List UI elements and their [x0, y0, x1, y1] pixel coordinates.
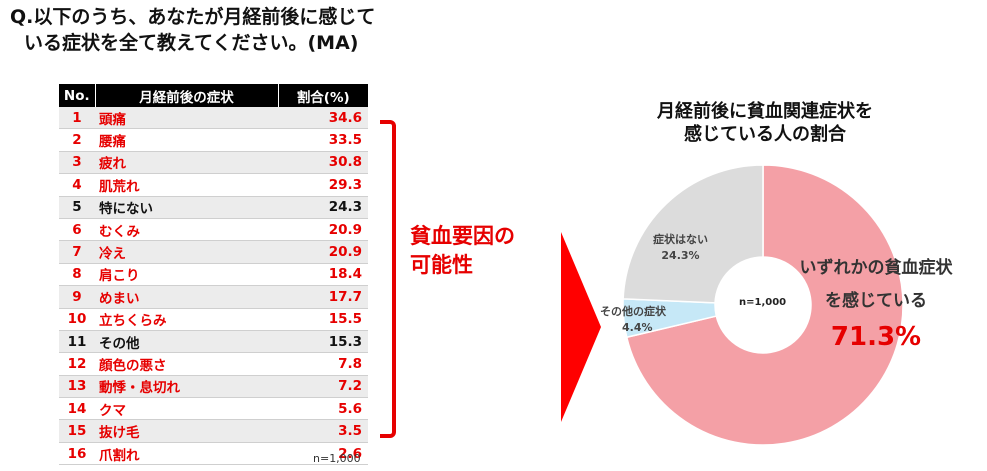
row-percent: 33.5 [278, 128, 368, 152]
table-row: 6 むくみ 20.9 [59, 218, 368, 242]
chart-title: 月経前後に貧血関連症状を 感じている人の割合 [600, 100, 930, 146]
row-number: 6 [59, 218, 95, 242]
slice-label-no-symptoms: 症状はない 24.3% [653, 232, 708, 264]
header-no: No. [59, 84, 96, 107]
bracket-label-line-1: 貧血要因の [410, 224, 515, 248]
row-symptom: めまい [95, 285, 278, 309]
row-percent: 5.6 [278, 397, 368, 421]
row-percent: 15.3 [278, 330, 368, 354]
row-number: 16 [59, 442, 95, 466]
row-symptom: 疲れ [95, 151, 278, 175]
row-symptom: 立ちくらみ [95, 308, 278, 331]
donut-slice-anemia [625, 164, 904, 446]
table-header-row: No. 月経前後の症状 割合(%) [59, 84, 368, 107]
table-row: 7 冷え 20.9 [59, 240, 368, 264]
table-row: 10 立ちくらみ 15.5 [59, 308, 368, 331]
question-text: Q.以下のうち、あなたが月経前後に感じて いる症状を全て教えてください。(MA) [10, 4, 450, 56]
slice-label-other-symptoms: その他の症状 4.4% [600, 304, 666, 336]
table-row: 1 頭痛 34.6 [59, 107, 368, 130]
row-number: 2 [59, 128, 95, 152]
row-symptom: 腰痛 [95, 128, 278, 152]
table-row: 4 肌荒れ 29.3 [59, 173, 368, 197]
row-symptom: 特にない [95, 196, 278, 219]
row-number: 13 [59, 375, 95, 399]
row-number: 10 [59, 308, 95, 331]
symptoms-table: No. 月経前後の症状 割合(%) 1 頭痛 34.6 2 腰痛 33.5 3 疲れ 30.8 4… [59, 84, 368, 466]
donut-slice-no-symptoms [622, 164, 764, 304]
slice-label-other-value: 4.4% [622, 321, 653, 334]
row-percent: 30.8 [278, 151, 368, 175]
slice-label-no-symptoms-value: 24.3% [661, 249, 700, 262]
chart-title-line-1: 月経前後に貧血関連症状を [657, 101, 873, 122]
row-number: 5 [59, 196, 95, 219]
header-symptom: 月経前後の症状 [95, 84, 279, 107]
row-number: 11 [59, 330, 95, 354]
table-row: 12 顔色の悪さ 7.8 [59, 352, 368, 376]
row-number: 12 [59, 352, 95, 376]
row-percent: 7.8 [278, 352, 368, 376]
row-percent: 3.5 [278, 419, 368, 443]
row-number: 7 [59, 240, 95, 264]
bracket-label: 貧血要因の 可能性 [410, 222, 515, 280]
row-symptom: 肩こり [95, 263, 278, 287]
donut-chart [622, 164, 904, 446]
question-line-1: Q.以下のうち、あなたが月経前後に感じて [10, 6, 376, 28]
row-percent: 34.6 [278, 107, 368, 130]
chart-title-line-2: 感じている人の割合 [684, 124, 846, 145]
row-number: 3 [59, 151, 95, 175]
row-percent: 15.5 [278, 308, 368, 331]
table-row: 11 その他 15.3 [59, 330, 368, 354]
row-percent: 7.2 [278, 375, 368, 399]
slice-label-anemia: いずれかの貧血症状 を感じている 71.3% [796, 252, 956, 356]
row-number: 1 [59, 107, 95, 130]
table-row: 16 爪割れ 2.6 [59, 442, 368, 466]
slice-label-no-symptoms-name: 症状はない [653, 233, 708, 246]
row-symptom: むくみ [95, 218, 278, 242]
row-percent: 2.6 [278, 442, 368, 466]
bracket-label-line-2: 可能性 [410, 253, 473, 277]
row-symptom: 動悸・息切れ [95, 375, 278, 399]
arrow-right-icon [561, 232, 601, 422]
slice-label-other-name: その他の症状 [600, 305, 666, 318]
row-percent: 29.3 [278, 173, 368, 197]
table-row: 5 特にない 24.3 [59, 196, 368, 219]
table-sample-size: n=1,000 [313, 452, 361, 465]
slice-label-anemia-line-1: いずれかの貧血症状 [799, 258, 953, 278]
header-percent: 割合(%) [278, 84, 368, 107]
row-percent: 20.9 [278, 240, 368, 264]
row-symptom: 肌荒れ [95, 173, 278, 197]
donut-center-text: n=1,000 [739, 297, 787, 308]
row-percent: 24.3 [278, 196, 368, 219]
row-percent: 18.4 [278, 263, 368, 287]
anemia-bracket [380, 120, 396, 438]
row-symptom: クマ [95, 397, 278, 421]
row-symptom: その他 [95, 330, 278, 354]
row-number: 14 [59, 397, 95, 421]
row-symptom: 爪割れ [95, 442, 278, 466]
row-symptom: 冷え [95, 240, 278, 264]
table-row: 15 抜け毛 3.5 [59, 419, 368, 443]
question-line-2: いる症状を全て教えてください。(MA) [24, 32, 359, 54]
row-number: 4 [59, 173, 95, 197]
table-row: 8 肩こり 18.4 [59, 263, 368, 287]
row-symptom: 頭痛 [95, 107, 278, 130]
table-body: 1 頭痛 34.6 2 腰痛 33.5 3 疲れ 30.8 4 肌荒れ 29.3 5 特にない 24.3 6 む… [59, 107, 368, 466]
row-symptom: 抜け毛 [95, 419, 278, 443]
row-number: 8 [59, 263, 95, 287]
row-percent: 17.7 [278, 285, 368, 309]
slice-label-anemia-line-2: を感じている [825, 291, 927, 311]
table-row: 3 疲れ 30.8 [59, 151, 368, 175]
row-symptom: 顔色の悪さ [95, 352, 278, 376]
table-row: 2 腰痛 33.5 [59, 128, 368, 152]
table-row: 14 クマ 5.6 [59, 397, 368, 421]
row-percent: 20.9 [278, 218, 368, 242]
row-number: 9 [59, 285, 95, 309]
row-number: 15 [59, 419, 95, 443]
table-row: 13 動悸・息切れ 7.2 [59, 375, 368, 399]
table-row: 9 めまい 17.7 [59, 285, 368, 309]
slice-label-anemia-value: 71.3% [830, 322, 922, 352]
